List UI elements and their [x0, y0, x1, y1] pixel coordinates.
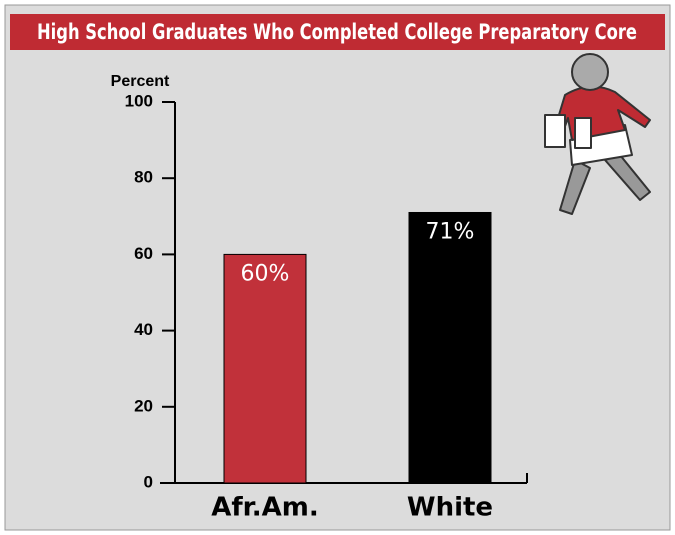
y-tick-label: 20: [134, 396, 153, 415]
title-bar: [10, 14, 665, 50]
y-tick-label: 100: [125, 91, 153, 110]
background: [4, 4, 671, 531]
value-label: 71%: [426, 219, 475, 244]
y-tick-label: 0: [144, 472, 153, 491]
chart-title: High School Graduates Who Completed Coll…: [37, 20, 637, 44]
y-tick-label: 40: [134, 320, 153, 339]
value-label: 60%: [241, 261, 290, 286]
y-tick-label: 80: [134, 168, 153, 187]
bar: [408, 211, 492, 484]
clip-art: [544, 53, 651, 215]
y-axis-label: Percent: [111, 73, 170, 90]
x-tick-label: Afr.Am.: [211, 493, 319, 523]
x-tick-label: White: [407, 493, 493, 523]
y-tick-label: 60: [134, 244, 153, 263]
bar: [223, 253, 307, 484]
